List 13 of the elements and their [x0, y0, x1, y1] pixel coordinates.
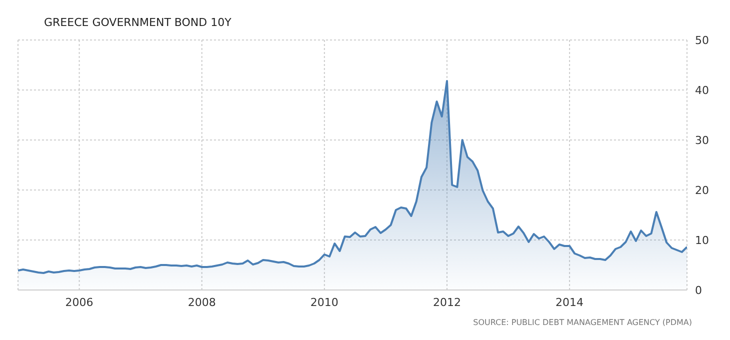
y-tick-label: 50 [695, 34, 709, 47]
source-note: SOURCE: PUBLIC DEBT MANAGEMENT AGENCY (PDMA) [473, 318, 692, 327]
y-tick-label: 20 [695, 184, 709, 197]
y-tick-label: 0 [695, 284, 702, 297]
x-tick-label: 2012 [432, 296, 461, 309]
y-tick-label: 10 [695, 234, 709, 247]
x-tick-label: 2014 [556, 296, 584, 309]
y-tick-label: 40 [695, 84, 709, 97]
x-tick-label: 2008 [188, 296, 216, 309]
y-tick-label: 30 [695, 134, 709, 147]
x-tick-label: 2006 [65, 296, 94, 309]
x-tick-label: 2010 [310, 296, 338, 309]
chart-title: GREECE GOVERNMENT BOND 10Y [44, 16, 232, 29]
